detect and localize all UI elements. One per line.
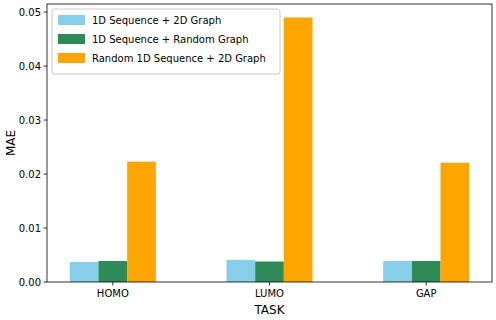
y-tick-label: 0.05 xyxy=(19,7,41,18)
legend-frame xyxy=(52,9,280,74)
legend-label: 1D Sequence + 2D Graph xyxy=(92,15,221,26)
x-tick xyxy=(112,282,113,286)
bar xyxy=(441,163,470,282)
legend-swatch xyxy=(58,15,85,25)
legend-label: Random 1D Sequence + 2D Graph xyxy=(92,53,266,64)
bar xyxy=(284,17,313,282)
legend: 1D Sequence + 2D Graph 1D Sequence + Rand… xyxy=(52,9,280,74)
y-tick xyxy=(44,282,48,283)
bar xyxy=(412,261,441,282)
y-axis-label: MAE xyxy=(4,130,18,156)
y-tick xyxy=(44,66,48,67)
bar xyxy=(70,262,99,282)
x-axis-label: TASK xyxy=(253,303,285,317)
y-tick-label: 0.04 xyxy=(19,61,41,72)
y-tick-label: 0.00 xyxy=(19,277,41,288)
y-tick xyxy=(44,228,48,229)
bar xyxy=(383,261,412,282)
bar xyxy=(255,261,284,282)
x-tick-label: GAP xyxy=(416,288,437,299)
x-tick-label: HOMO xyxy=(97,288,129,299)
plot-frame xyxy=(47,4,492,282)
y-tick xyxy=(44,174,48,175)
y-tick xyxy=(44,12,48,13)
y-tick-label: 0.01 xyxy=(19,223,41,234)
legend-swatch xyxy=(58,53,85,63)
bar xyxy=(127,162,156,282)
y-tick xyxy=(44,120,48,121)
legend-label: 1D Sequence + Random Graph xyxy=(92,34,249,45)
y-tick-label: 0.02 xyxy=(19,169,41,180)
chart-svg: 0.00 0.01 0.02 0.03 0.04 0.05 HOMO LUMO GAP TASK M… xyxy=(0,0,496,320)
x-tick xyxy=(426,282,427,286)
y-tick-label: 0.03 xyxy=(19,115,41,126)
x-tick xyxy=(269,282,270,286)
bar xyxy=(226,260,255,282)
legend-swatch xyxy=(58,34,85,44)
x-tick-label: LUMO xyxy=(255,288,284,299)
chart-container: 0.00 0.01 0.02 0.03 0.04 0.05 HOMO LUMO GAP TASK M… xyxy=(0,0,496,320)
bar xyxy=(98,261,127,282)
